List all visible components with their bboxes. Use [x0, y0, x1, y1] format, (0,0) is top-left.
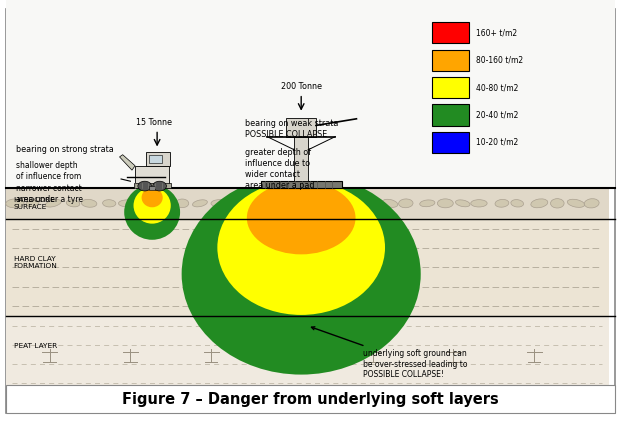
Ellipse shape — [288, 199, 301, 208]
Text: underlying soft ground can
be over-stressed leading to
POSSIBLE COLLAPSE!: underlying soft ground can be over-stres… — [312, 327, 468, 379]
Ellipse shape — [382, 199, 397, 207]
Text: 160+ t/m2: 160+ t/m2 — [476, 28, 517, 37]
Bar — [432, 22, 469, 43]
Bar — [294, 134, 308, 181]
Ellipse shape — [420, 200, 435, 207]
Text: Figure 7 – Danger from underlying soft layers: Figure 7 – Danger from underlying soft l… — [122, 392, 499, 407]
Text: HARD CLAY
FORMATION: HARD CLAY FORMATION — [14, 256, 57, 270]
Ellipse shape — [511, 200, 524, 207]
Text: bearing on strong strata: bearing on strong strata — [16, 145, 113, 154]
Bar — [6, 316, 609, 412]
Polygon shape — [119, 155, 135, 170]
Bar — [432, 104, 469, 126]
Bar — [135, 166, 169, 186]
Ellipse shape — [531, 199, 548, 208]
Text: 80-160 t/m2: 80-160 t/m2 — [476, 56, 524, 65]
Ellipse shape — [550, 198, 564, 208]
Ellipse shape — [495, 199, 509, 207]
Ellipse shape — [437, 199, 453, 208]
Text: 40-80 t/m2: 40-80 t/m2 — [476, 83, 519, 92]
Ellipse shape — [119, 200, 136, 207]
Bar — [147, 152, 170, 166]
Ellipse shape — [217, 180, 385, 315]
Ellipse shape — [26, 200, 39, 207]
Bar — [432, 77, 469, 98]
Text: HARDCORE
SURFACE: HARDCORE SURFACE — [14, 197, 55, 210]
Ellipse shape — [305, 200, 320, 207]
Text: PEAT LAYER: PEAT LAYER — [14, 343, 57, 349]
Bar — [134, 183, 171, 188]
Ellipse shape — [456, 200, 470, 207]
Ellipse shape — [584, 199, 599, 208]
Bar — [432, 50, 469, 71]
Ellipse shape — [142, 188, 163, 207]
Ellipse shape — [153, 181, 166, 191]
Ellipse shape — [45, 200, 61, 207]
Ellipse shape — [81, 199, 97, 207]
Bar — [149, 155, 161, 163]
Ellipse shape — [102, 200, 116, 207]
Ellipse shape — [340, 199, 357, 208]
Ellipse shape — [471, 200, 487, 207]
Text: 200 Tonne: 200 Tonne — [281, 83, 322, 91]
Ellipse shape — [247, 181, 355, 255]
Ellipse shape — [365, 199, 377, 207]
Ellipse shape — [153, 198, 171, 208]
Ellipse shape — [66, 200, 80, 207]
Ellipse shape — [568, 199, 584, 207]
Ellipse shape — [268, 200, 281, 206]
Text: bearing on weak strata
POSSIBLE COLLAPSE: bearing on weak strata POSSIBLE COLLAPSE — [245, 119, 338, 139]
Bar — [6, 385, 615, 413]
Ellipse shape — [140, 199, 153, 207]
Ellipse shape — [134, 187, 171, 224]
Text: 15 Tonne: 15 Tonne — [136, 118, 172, 127]
Bar — [6, 188, 609, 219]
Bar — [432, 132, 469, 153]
Ellipse shape — [321, 199, 339, 208]
Ellipse shape — [138, 181, 152, 191]
Text: greater depth of
influence due to
wider contact
area under a pad: greater depth of influence due to wider … — [245, 148, 315, 191]
Text: 20-40 t/m2: 20-40 t/m2 — [476, 110, 519, 119]
Text: shallower depth
of influence from
narrower contact
area under a tyre: shallower depth of influence from narrow… — [16, 161, 83, 204]
Ellipse shape — [399, 199, 413, 208]
Ellipse shape — [124, 185, 180, 240]
Ellipse shape — [252, 199, 268, 208]
Ellipse shape — [181, 173, 421, 375]
Ellipse shape — [211, 200, 227, 207]
Bar — [149, 186, 155, 190]
Ellipse shape — [6, 199, 24, 208]
Bar — [6, 0, 615, 188]
Bar — [6, 219, 609, 316]
Text: 10-20 t/m2: 10-20 t/m2 — [476, 138, 519, 147]
Bar — [261, 181, 342, 188]
Ellipse shape — [176, 199, 189, 208]
Ellipse shape — [232, 198, 246, 208]
Ellipse shape — [193, 200, 207, 207]
Bar — [286, 118, 316, 137]
